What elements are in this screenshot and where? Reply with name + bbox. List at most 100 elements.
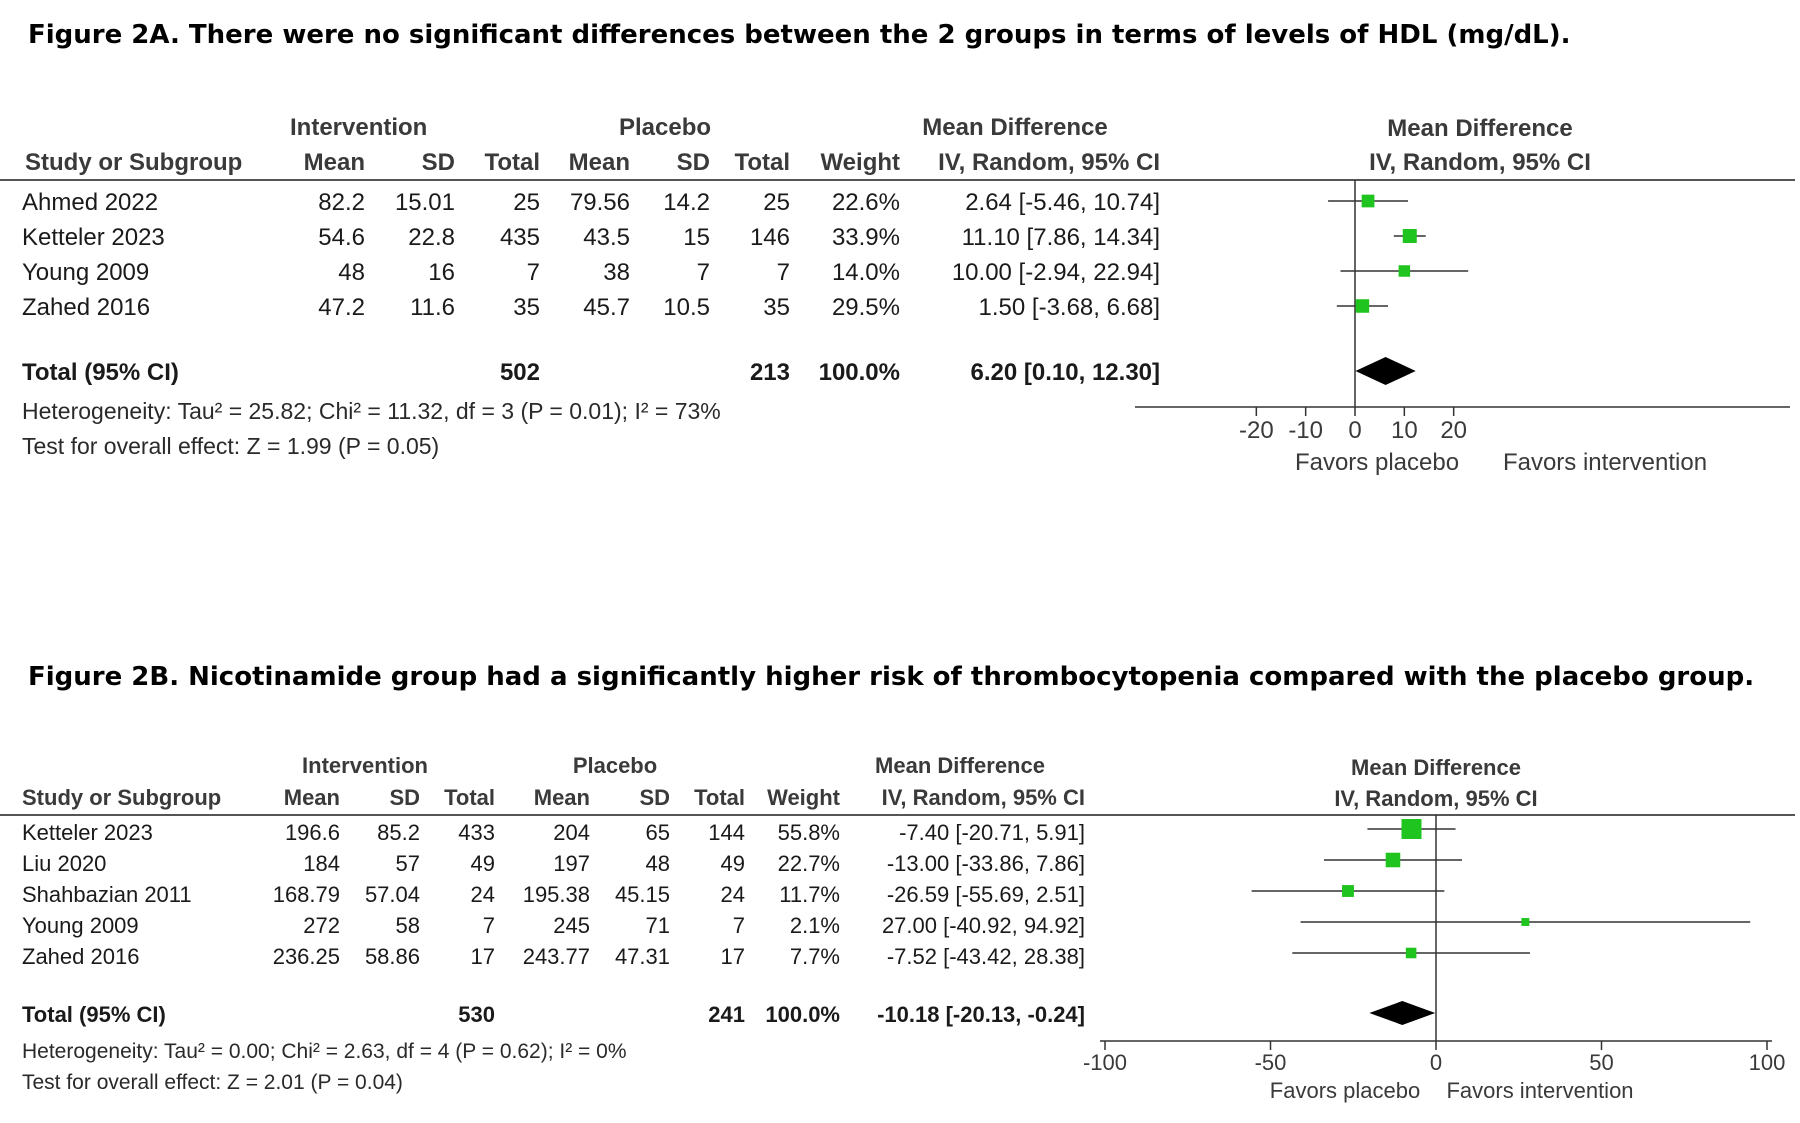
favors-placebo-label: Favors placebo <box>1295 449 1459 476</box>
study-ci: 10.00 [-2.94, 22.94] <box>951 259 1160 286</box>
figure-a-col-p-mean: Mean <box>568 149 630 176</box>
total-ci: 6.20 [0.10, 12.30] <box>970 359 1160 386</box>
study-ci: -13.00 [-33.86, 7.86] <box>886 851 1085 876</box>
favors-intervention-label: Favors intervention <box>1503 449 1707 476</box>
figure-b-col-p-mean: Mean <box>533 785 590 810</box>
intervention-sd: 58.86 <box>364 944 420 969</box>
figure-a-col-ci: IV, Random, 95% CI <box>938 149 1160 176</box>
study-weight: 2.1% <box>789 913 840 938</box>
intervention-mean: 236.25 <box>272 944 340 969</box>
study-label: Ketteler 2023 <box>22 224 165 251</box>
figure-a-col-i-sd: SD <box>421 149 455 176</box>
study-weight: 22.6% <box>831 189 900 216</box>
study-weight: 29.5% <box>831 294 900 321</box>
placebo-total: 146 <box>749 224 790 251</box>
intervention-total-sum: 502 <box>499 359 540 386</box>
placebo-mean: 204 <box>553 820 590 845</box>
placebo-mean: 243.77 <box>522 944 590 969</box>
intervention-total: 433 <box>458 820 495 845</box>
study-marker <box>1401 819 1422 839</box>
intervention-mean: 184 <box>303 851 340 876</box>
figure-b-forest-plot: Mean Difference IV, Random, 95% CI Favor… <box>0 755 1795 1103</box>
intervention-total-sum: 530 <box>458 1002 495 1027</box>
study-weight: 55.8% <box>777 820 840 845</box>
total-weight: 100.0% <box>765 1002 840 1027</box>
figure-a-overall-effect: Test for overall effect: Z = 1.99 (P = 0… <box>22 433 440 459</box>
figure-a-forest-plot: Mean Difference IV, Random, 95% CI Favor… <box>0 115 1795 476</box>
intervention-sd: 11.6 <box>410 294 455 321</box>
placebo-mean: 45.7 <box>583 294 630 321</box>
placebo-sd: 47.31 <box>614 944 670 969</box>
figure-a-col-study: Study or Subgroup <box>25 149 243 176</box>
intervention-mean: 272 <box>303 913 340 938</box>
intervention-mean: 48 <box>338 259 365 286</box>
x-tick-label: -100 <box>1083 1050 1127 1075</box>
study-marker <box>1398 265 1411 277</box>
study-label: Young 2009 <box>22 913 139 938</box>
x-tick-label: 0 <box>1348 417 1361 444</box>
study-ci: -7.40 [-20.71, 5.91] <box>899 820 1085 845</box>
study-label: Zahed 2016 <box>22 944 140 969</box>
study-label: Ahmed 2022 <box>22 189 159 216</box>
placebo-sd: 48 <box>645 851 670 876</box>
figure-a-placebo-header: Placebo <box>618 114 712 141</box>
study-ci: 1.50 [-3.68, 6.68] <box>978 294 1160 321</box>
placebo-total-sum: 241 <box>708 1002 745 1027</box>
intervention-sd: 85.2 <box>377 820 420 845</box>
pooled-diamond <box>1369 1001 1436 1025</box>
x-tick-label: 0 <box>1430 1050 1442 1075</box>
intervention-total: 435 <box>499 224 540 251</box>
study-ci: 11.10 [7.86, 14.34] <box>961 224 1160 251</box>
placebo-sd: 14.2 <box>663 189 710 216</box>
placebo-mean: 195.38 <box>522 882 590 907</box>
study-weight: 33.9% <box>831 224 900 251</box>
plot-header-line2: IV, Random, 95% CI <box>1369 149 1591 176</box>
x-tick-label: 50 <box>1589 1050 1613 1075</box>
placebo-sd: 15 <box>683 224 710 251</box>
plot-header-line2: IV, Random, 95% CI <box>1334 786 1537 811</box>
intervention-mean: 168.79 <box>272 882 340 907</box>
figure-b-col-weight: Weight <box>767 785 840 810</box>
study-weight: 22.7% <box>777 851 840 876</box>
x-tick-label: -10 <box>1288 417 1323 444</box>
intervention-total: 49 <box>470 851 495 876</box>
figure-b-col-p-sd: SD <box>639 785 670 810</box>
intervention-mean: 196.6 <box>284 820 340 845</box>
placebo-total: 7 <box>776 259 790 286</box>
placebo-mean: 38 <box>603 259 630 286</box>
study-ci: 2.64 [-5.46, 10.74] <box>965 189 1160 216</box>
favors-intervention-label: Favors intervention <box>1446 1078 1633 1103</box>
figure-a-md-header: Mean Difference <box>922 114 1108 141</box>
figure-a-intervention-header: Intervention <box>290 114 428 141</box>
placebo-total: 24 <box>720 882 745 907</box>
placebo-total: 25 <box>763 189 790 216</box>
intervention-total: 25 <box>513 189 540 216</box>
study-marker <box>1402 229 1417 243</box>
total-label: Total (95% CI) <box>22 1002 166 1027</box>
intervention-mean: 82.2 <box>318 189 365 216</box>
figure-b-title: Figure 2B. Nicotinamide group had a sign… <box>28 662 1755 692</box>
favors-placebo-label: Favors placebo <box>1270 1078 1420 1103</box>
study-ci: -26.59 [-55.69, 2.51] <box>886 882 1085 907</box>
figure-a-col-weight: Weight <box>820 149 900 176</box>
placebo-total: 7 <box>732 913 745 938</box>
figure-b-heterogeneity: Heterogeneity: Tau² = 0.00; Chi² = 2.63,… <box>22 1040 627 1063</box>
figure-a-col-p-total: Total <box>734 149 790 176</box>
intervention-sd: 57.04 <box>364 882 420 907</box>
study-marker <box>1405 947 1417 959</box>
intervention-mean: 54.6 <box>318 224 365 251</box>
figure-b-col-study: Study or Subgroup <box>22 785 222 810</box>
figure-b-col-i-mean: Mean <box>283 785 340 810</box>
placebo-sd: 45.15 <box>614 882 670 907</box>
placebo-total: 49 <box>720 851 745 876</box>
placebo-total: 17 <box>720 944 745 969</box>
study-label: Shahbazian 2011 <box>22 882 192 907</box>
placebo-sd: 10.5 <box>663 294 710 321</box>
intervention-mean: 47.2 <box>318 294 365 321</box>
placebo-mean: 79.56 <box>569 189 630 216</box>
study-ci: -7.52 [-43.42, 28.38] <box>886 944 1085 969</box>
placebo-mean: 245 <box>553 913 590 938</box>
study-label: Ketteler 2023 <box>22 820 153 845</box>
study-label: Zahed 2016 <box>22 294 151 321</box>
figure-a-title: Figure 2A. There were no significant dif… <box>28 20 1571 50</box>
